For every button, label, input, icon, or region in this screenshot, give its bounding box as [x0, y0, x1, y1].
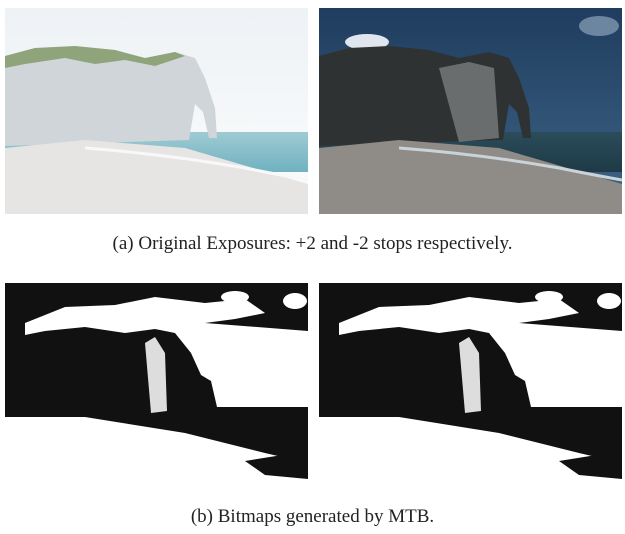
- bitmap-left: [5, 283, 308, 489]
- bitmap-right: [319, 283, 622, 489]
- caption: (a) Original Exposures: +2 and -2 stops …: [0, 233, 625, 255]
- photo-overexposed: [5, 8, 308, 214]
- caption: (b) Bitmaps generated by MTB.: [0, 506, 625, 528]
- photo-underexposed: [319, 8, 622, 214]
- figure-page: (a) Original Exposures: +2 and -2 stops …: [0, 0, 625, 534]
